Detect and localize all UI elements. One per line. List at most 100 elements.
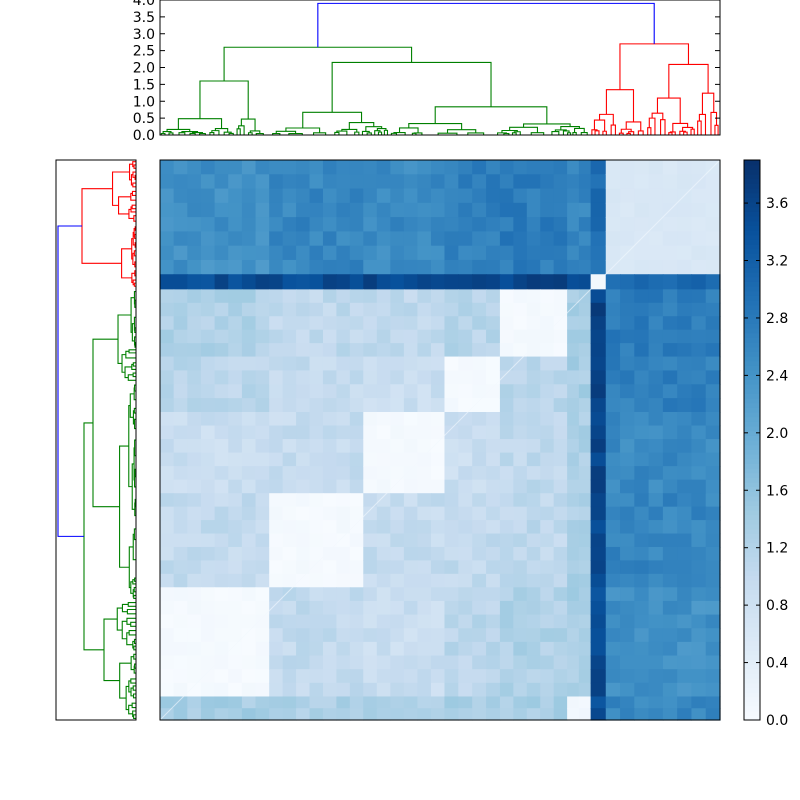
heatmap-cell — [376, 160, 391, 175]
dendrogram-link — [126, 617, 136, 625]
heatmap-cell — [458, 466, 473, 481]
heatmap-cell — [228, 231, 243, 247]
heatmap-cell — [200, 384, 216, 399]
colorbar-swatch — [744, 258, 760, 264]
heatmap-cell — [269, 587, 284, 602]
heatmap-cell — [634, 506, 650, 521]
heatmap-cell — [336, 533, 351, 548]
heatmap-cell — [403, 274, 419, 290]
heatmap-cell — [349, 560, 364, 575]
heatmap-cell — [486, 655, 501, 670]
heatmap-cell — [241, 479, 257, 494]
heatmap-cell — [677, 669, 693, 684]
heatmap-cell — [160, 160, 175, 175]
heatmap-cell — [458, 302, 473, 317]
heatmap-cell — [472, 628, 487, 643]
colorbar-swatch — [744, 668, 760, 674]
heatmap-cell — [200, 655, 216, 670]
heatmap-cell — [296, 493, 311, 508]
heatmap-cell — [309, 398, 324, 413]
heatmap-cell — [200, 412, 216, 427]
heatmap-cell — [417, 452, 432, 467]
heatmap-cell — [444, 546, 459, 561]
heatmap-cell — [620, 384, 635, 399]
colorbar-swatch — [744, 412, 760, 418]
heatmap-cell — [296, 259, 311, 275]
heatmap-cell — [322, 370, 337, 385]
heatmap-cell — [578, 160, 592, 175]
heatmap-cell — [309, 560, 324, 575]
heatmap-cell — [241, 316, 257, 331]
heatmap-cell — [567, 520, 580, 535]
heatmap-cell — [269, 669, 284, 684]
heatmap-cell — [269, 439, 284, 454]
heatmap-cell — [620, 259, 635, 275]
heatmap-cell — [486, 600, 501, 616]
heatmap-cell — [634, 560, 650, 575]
heatmap-cell — [228, 708, 243, 721]
colorbar-swatch — [744, 477, 760, 483]
heatmap-cell — [472, 669, 487, 684]
dendrogram-link — [92, 338, 120, 508]
heatmap-cell — [376, 412, 391, 427]
heatmap-cell — [187, 259, 202, 275]
heatmap-cell — [349, 546, 364, 561]
heatmap-cell — [296, 573, 311, 588]
heatmap-cell — [605, 425, 621, 440]
heatmap-cell — [648, 533, 664, 548]
heatmap-cell — [430, 370, 446, 385]
heatmap-cell — [472, 370, 487, 385]
colorbar-swatch — [744, 398, 760, 404]
heatmap-cell — [486, 641, 501, 657]
heatmap-cell — [705, 533, 721, 548]
heatmap-cell — [336, 384, 351, 399]
heatmap-cell — [160, 259, 175, 275]
heatmap-cell — [444, 506, 459, 521]
heatmap-cell — [540, 245, 555, 261]
heatmap-cell — [241, 560, 257, 575]
heatmap-cell — [526, 546, 541, 561]
heatmap-cell — [296, 506, 311, 521]
heatmap-cell — [662, 520, 678, 535]
heatmap-cell — [228, 188, 243, 204]
heatmap-cell — [430, 573, 446, 588]
heatmap-cell — [417, 425, 432, 440]
heatmap-cell — [513, 506, 528, 521]
heatmap-cell — [322, 274, 337, 290]
heatmap-cell — [662, 628, 678, 643]
colorbar-swatch — [744, 220, 760, 226]
heatmap-cell — [228, 398, 243, 413]
heatmap-cell — [417, 546, 432, 561]
heatmap-cell — [255, 188, 270, 204]
heatmap-cell — [486, 384, 501, 399]
heatmap-cell — [444, 245, 459, 261]
heatmap-cell — [472, 274, 487, 290]
heatmap-cell — [255, 439, 270, 454]
heatmap-cell — [417, 682, 432, 698]
heatmap-cell — [553, 655, 568, 670]
heatmap-cell — [662, 425, 678, 440]
heatmap-cell — [705, 259, 721, 275]
heatmap-cell — [553, 614, 568, 629]
heatmap-cell — [187, 600, 202, 616]
heatmap-cell — [228, 370, 243, 385]
left-dendrogram-frame — [55, 159, 137, 721]
heatmap-cell — [486, 274, 501, 290]
heatmap-cell — [472, 655, 487, 670]
heatmap-cell — [296, 708, 311, 721]
heatmap-cell — [296, 329, 311, 344]
heatmap-cell — [620, 160, 635, 175]
heatmap-cell — [526, 217, 541, 232]
heatmap-cell — [173, 425, 188, 440]
heatmap-cell — [403, 573, 419, 588]
heatmap-cell — [458, 452, 473, 467]
heatmap-cell — [228, 274, 243, 290]
colorbar-swatch — [744, 547, 760, 553]
heatmap-cell — [376, 384, 391, 399]
heatmap-cell — [620, 493, 635, 508]
heatmap-cell — [403, 316, 419, 331]
heatmap-cell — [309, 425, 324, 440]
heatmap-cell — [363, 506, 378, 521]
heatmap-cell — [255, 587, 270, 602]
